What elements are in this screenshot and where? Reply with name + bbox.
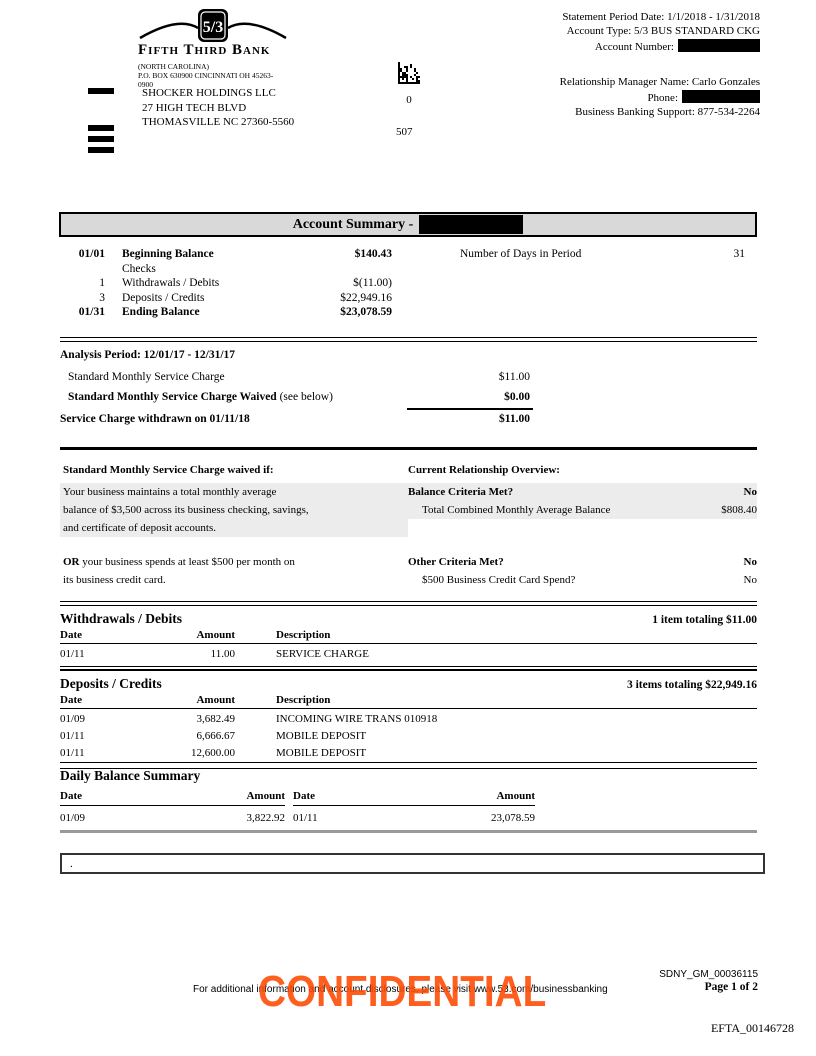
statement-info: Statement Period Date: 1/1/2018 - 1/31/2… xyxy=(560,10,760,119)
days-in-period-label: Number of Days in Period xyxy=(460,248,582,260)
deposits-header: Date Amount Description xyxy=(60,694,757,709)
daily-balance-title: Daily Balance Summary xyxy=(60,768,201,783)
mail-code-zero: 0 xyxy=(406,94,412,106)
waiver-left-title: Standard Monthly Service Charge waived i… xyxy=(63,464,274,476)
registration-mark xyxy=(88,147,114,153)
account-summary-table: 01/01 Beginning Balance $140.43 Number o… xyxy=(60,247,757,320)
confidential-stamp: CONFIDENTIAL xyxy=(258,967,547,1016)
summary-row: 01/31 Ending Balance $23,078.59 xyxy=(78,306,392,319)
waiver-row: its business credit card. $500 Business … xyxy=(63,574,757,586)
page-number: Page 1 of 2 xyxy=(704,981,758,993)
account-summary-banner: Account Summary - xyxy=(59,212,757,237)
waiver-row: OR your business spends at least $500 pe… xyxy=(63,556,757,568)
bank-pobox: P.O. BOX 630900 CINCINNATI OH 45263-0900 xyxy=(138,71,274,89)
recipient-name: SHOCKER HOLDINGS LLC xyxy=(142,87,276,99)
footer-disclosure: For additional information and account d… xyxy=(193,984,608,995)
withdrawals-header: Date Amount Description xyxy=(60,629,757,644)
waiver-row: and certificate of deposit accounts. xyxy=(60,519,757,537)
divider xyxy=(60,666,757,671)
account-number-line: Account Number: xyxy=(560,38,760,54)
waiver-row: balance of $3,500 across its business ch… xyxy=(60,501,757,519)
recipient-address: SHOCKER HOLDINGS LLC 27 HIGH TECH BLVD T… xyxy=(142,86,294,130)
divider xyxy=(60,669,757,670)
mail-code-507: 507 xyxy=(396,126,413,138)
divider xyxy=(60,601,757,606)
bates-number: EFTA_00146728 xyxy=(710,1021,794,1035)
withdrawals-section: Withdrawals / Debits 1 item totaling $11… xyxy=(60,601,757,670)
note-text: . xyxy=(70,857,73,870)
daily-balance-header: Date Amount Date Amount xyxy=(60,790,757,806)
footer-doc-id: SDNY_GM_00036115 xyxy=(659,969,758,980)
analysis-row: Standard Monthly Service Charge Waived (… xyxy=(68,390,530,403)
withdrawals-total-note: 1 item totaling $11.00 xyxy=(652,614,757,626)
datamatrix-barcode-icon xyxy=(398,62,420,84)
recipient-street: 27 HIGH TECH BLVD xyxy=(142,101,247,114)
analysis-total-row: Service Charge withdrawn on 01/11/18 $11… xyxy=(60,413,530,425)
summary-row: Checks xyxy=(122,262,156,275)
phone-line: Phone: xyxy=(560,89,760,105)
deposits-total-note: 3 items totaling $22,949.16 xyxy=(626,679,757,691)
account-type: Account Type: 5/3 BUS STANDARD CKG xyxy=(566,25,760,38)
total-rule xyxy=(407,408,533,410)
summary-row: 1 Withdrawals / Debits $(11.00) xyxy=(99,277,392,290)
analysis-period-section: Analysis Period: 12/01/17 - 12/31/17 Sta… xyxy=(60,337,757,450)
waiver-titles: Standard Monthly Service Charge waived i… xyxy=(60,461,757,479)
withdrawal-row: 01/11 11.00 SERVICE CHARGE xyxy=(60,648,369,660)
statement-period: Statement Period Date: 1/1/2018 - 1/31/2… xyxy=(562,11,760,23)
gray-divider xyxy=(60,830,757,833)
fifth-third-shield-icon: 5/3 xyxy=(139,9,287,42)
deposit-row: 01/09 3,682.49 INCOMING WIRE TRANS 01091… xyxy=(60,713,438,725)
shield-53-text: 5/3 xyxy=(203,19,223,36)
divider xyxy=(60,762,757,763)
bank-wordmark: Fifth Third Bank xyxy=(138,42,271,58)
deposits-section: Deposits / Credits 3 items totaling $22,… xyxy=(60,666,757,769)
redacted-account-number xyxy=(678,38,760,52)
registration-mark xyxy=(88,136,114,142)
account-summary-title: Account Summary - xyxy=(292,216,414,232)
redacted-phone xyxy=(682,89,760,103)
recipient-city: THOMASVILLE NC 27360-5560 xyxy=(142,116,295,128)
note-box: . xyxy=(60,853,765,874)
redacted-summary-account xyxy=(419,215,524,234)
deposits-title: Deposits / Credits xyxy=(60,676,162,691)
divider xyxy=(60,337,757,342)
summary-row: 01/01 Beginning Balance $140.43 Number o… xyxy=(60,247,757,262)
withdrawals-title: Withdrawals / Debits xyxy=(60,611,183,626)
deposit-row: 01/11 12,600.00 MOBILE DEPOSIT xyxy=(60,747,367,759)
summary-row: 3 Deposits / Credits $22,949.16 xyxy=(99,291,392,304)
divider xyxy=(60,768,757,769)
relationship-manager: Relationship Manager Name: Carlo Gonzale… xyxy=(559,76,760,89)
deposit-row: 01/11 6,666.67 MOBILE DEPOSIT xyxy=(60,730,367,742)
analysis-period-title: Analysis Period: 12/01/17 - 12/31/17 xyxy=(60,349,236,361)
analysis-row: Standard Monthly Service Charge $11.00 xyxy=(68,371,530,383)
daily-balance-row: 01/09 3,822.92 01/11 23,078.59 xyxy=(60,812,535,824)
registration-mark xyxy=(88,125,114,131)
days-in-period-value: 31 xyxy=(733,248,746,260)
bank-region: (NORTH CAROLINA) xyxy=(138,62,210,71)
thick-divider xyxy=(60,446,757,450)
waiver-criteria-section: Standard Monthly Service Charge waived i… xyxy=(60,461,757,589)
waiver-row: Your business maintains a total monthly … xyxy=(60,483,757,501)
relationship-overview-title: Current Relationship Overview: xyxy=(408,464,560,476)
bank-logo: 5/3 Fifth Third Bank (NORTH CAROLINA) P.… xyxy=(138,8,288,89)
registration-mark xyxy=(88,88,114,94)
business-banking-support: Business Banking Support: 877-534-2264 xyxy=(575,106,760,119)
daily-balance-section: Daily Balance Summary Date Amount Date Amo… xyxy=(60,762,757,825)
